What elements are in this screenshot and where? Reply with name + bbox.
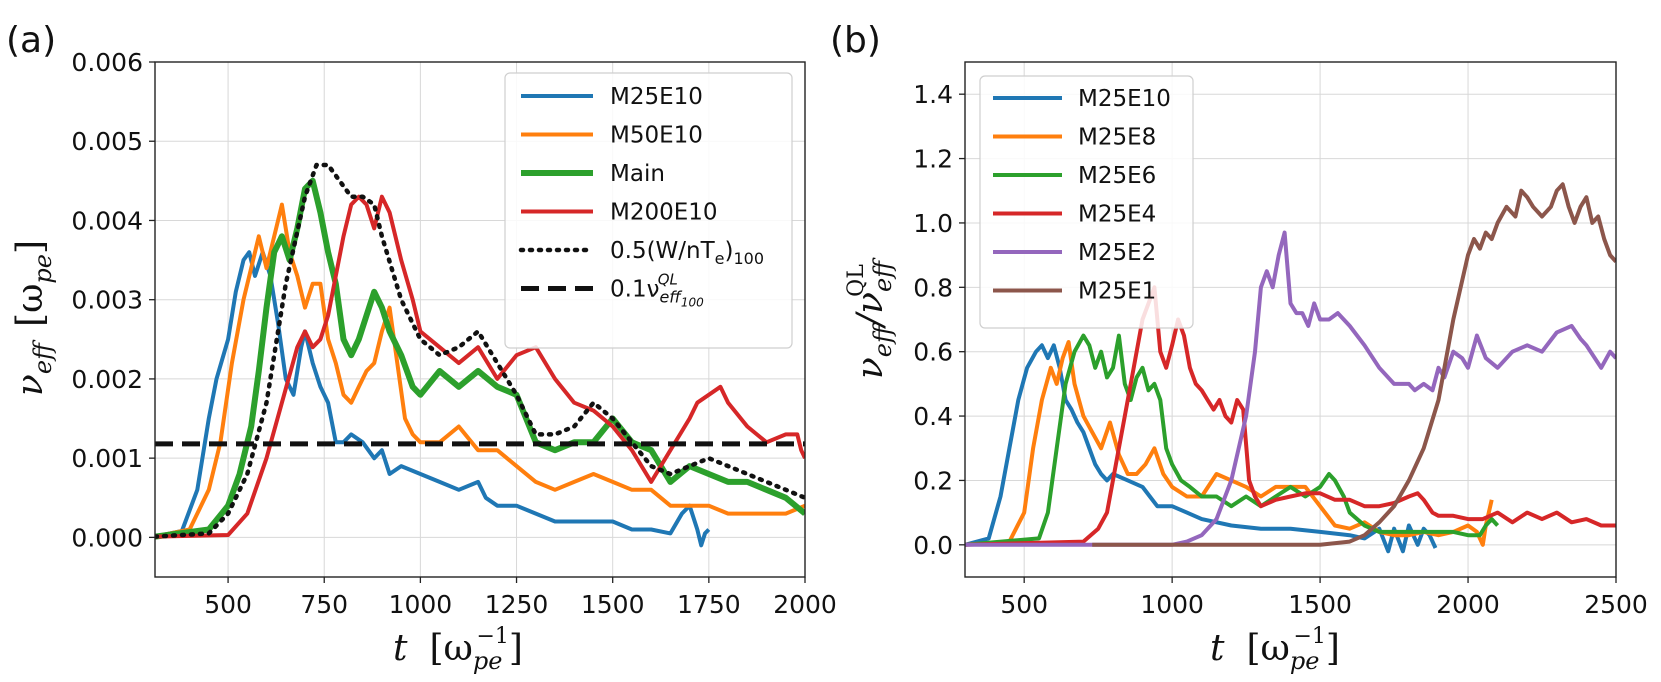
series-line-m50e10 [155, 202, 805, 539]
ylabel-b-nu: ν [850, 357, 891, 379]
ytick-label: 0.0 [913, 531, 953, 560]
series-line-m25e1 [1092, 182, 1616, 547]
ytick-label: 1.2 [913, 145, 953, 174]
xtick-label: 500 [204, 590, 252, 619]
ylabel-b-sup2: QL [844, 264, 869, 297]
ylabel-b-slash: /ν [850, 292, 891, 329]
series-line-m25e8 [965, 340, 1494, 547]
ytick-label: 0.006 [71, 48, 143, 77]
ytick-label: 1.0 [913, 209, 953, 238]
ytick-label: 0.000 [71, 523, 143, 552]
ylabel-a-sub: eff [29, 339, 57, 374]
series-line-m25e6 [965, 333, 1500, 547]
xlabel-a-sub: pe [473, 647, 503, 675]
xlabel-b-open: [ω [1246, 628, 1289, 669]
plot-frame-a [154, 61, 806, 578]
ylabel-a: νeff [ωpe] [10, 240, 57, 396]
legend-b-label: M25E6 [1078, 163, 1156, 189]
legend-b-label: M25E1 [1078, 279, 1156, 305]
xtick-label: 2500 [1584, 590, 1648, 619]
xtick-label: 1500 [581, 590, 645, 619]
xtick-label: 1250 [485, 590, 549, 619]
ytick-label: 0.005 [71, 127, 143, 156]
ytick-label: 0.4 [913, 402, 953, 431]
xlabel-b-sub: pe [1290, 647, 1320, 675]
series-line-m25e2 [965, 230, 1616, 547]
series-line-m25e10 [155, 250, 711, 548]
xtick-label: 1000 [389, 590, 453, 619]
ylabel-a-units-close: ] [10, 240, 51, 254]
xlabel-a: t [ωpe−1] [393, 624, 523, 675]
legend-b-label: M25E2 [1078, 240, 1156, 266]
legend-a-label: 0.5(W/nTe)100 [610, 238, 764, 268]
panel-a-label: (a) [6, 20, 56, 61]
series-line-0-5-w-nt-e-100 [155, 162, 805, 539]
series-line-m25e10 [965, 343, 1438, 554]
legend-a-label: M25E10 [610, 84, 703, 110]
legend-b-label: M25E8 [1078, 125, 1156, 151]
plot-frame-b [964, 61, 1617, 578]
legend-a-label: Main [610, 161, 665, 187]
xtick-label: 1500 [1288, 590, 1352, 619]
legend-a-label: M200E10 [610, 200, 718, 226]
ylabel-a-units-sub: pe [29, 254, 57, 284]
legend-a-label: M50E10 [610, 123, 703, 149]
xlabel-a-close: ] [509, 628, 523, 669]
xlabel-b-sup: −1 [1293, 624, 1325, 649]
panel-b: (b) 500 1000 1500 2000 2500 0.0 0.2 0.4 0.6 0.8 1.… [830, 20, 1648, 675]
legend-a-box [504, 72, 793, 349]
xlabel-b: t [ωpe−1] [1210, 624, 1340, 675]
ticks-b: 500 1000 1500 2000 2500 0.0 0.2 0.4 0.6 0.8 1.0 1.2… [913, 80, 1648, 619]
ylabel-b-sub: eff [869, 322, 897, 357]
xtick-label: 2000 [773, 590, 837, 619]
ytick-label: 0.6 [913, 338, 953, 367]
series-a [155, 162, 805, 548]
legend-b: M25E10 M25E8 M25E6 M25E4 M25E2 M25E1 [993, 86, 1171, 305]
ytick-label: 0.002 [71, 365, 143, 394]
xtick-label: 1000 [1140, 590, 1204, 619]
xlabel-b-t: t [1210, 628, 1225, 669]
panel-b-label: (b) [830, 20, 881, 61]
ytick-label: 0.2 [913, 466, 953, 495]
xlabel-a-t: t [393, 628, 408, 669]
panel-a: (a) 500 750 1000 1250 1500 1750 2000 0.000 0.001… [6, 20, 837, 675]
ytick-label: 0.004 [71, 206, 143, 235]
xtick-label: 750 [300, 590, 348, 619]
xlabel-a-open: [ω [429, 628, 472, 669]
xtick-label: 2000 [1436, 590, 1500, 619]
legend-b-label: M25E4 [1078, 202, 1156, 228]
ylabel-b-sub2: eff [869, 257, 897, 292]
xlabel-a-sup: −1 [476, 624, 508, 649]
legend-a-label: 0.1νeff100QL [610, 271, 704, 310]
series-line-m200e10 [155, 194, 805, 539]
series-b [965, 182, 1616, 554]
ytick-label: 0.001 [71, 444, 143, 473]
xtick-label: 500 [1000, 590, 1048, 619]
ytick-label: 0.8 [913, 273, 953, 302]
xlabel-b-close: ] [1326, 628, 1340, 669]
legend-a: M25E10 M50E10 Main M200E10 0.5(W/nTe)1000.1ν… [518, 84, 764, 310]
ticks-a: 500 750 1000 1250 1500 1750 2000 0.000 0.001 0.00… [71, 48, 836, 619]
legend-b-box [979, 75, 1194, 329]
legend-b-label: M25E10 [1078, 86, 1171, 112]
xtick-label: 1750 [677, 590, 741, 619]
ylabel-a-units-open: [ω [10, 284, 51, 327]
ytick-label: 1.4 [913, 80, 953, 109]
ylabel-b: νeff/νeffQL [844, 257, 897, 379]
ytick-label: 0.003 [71, 286, 143, 315]
ylabel-a-nu: ν [10, 374, 51, 396]
